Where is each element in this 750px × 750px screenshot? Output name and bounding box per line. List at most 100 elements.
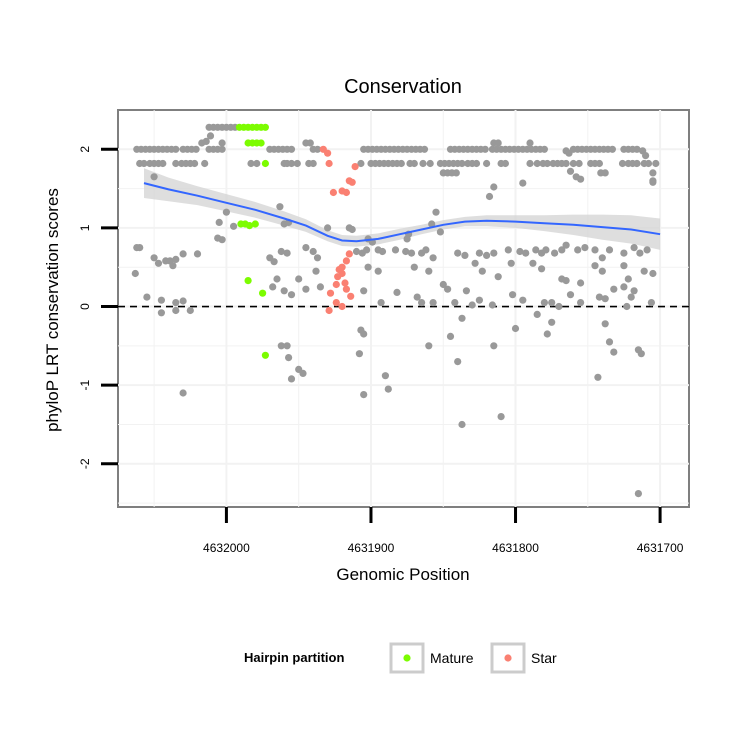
data-point-star: [332, 280, 340, 289]
data-point-star: [338, 269, 346, 278]
data-point-other: [624, 275, 632, 283]
data-point-other: [295, 275, 303, 283]
data-point-other: [610, 348, 618, 356]
data-point-other: [348, 225, 356, 234]
data-point-other: [548, 318, 556, 326]
data-point-other: [565, 149, 573, 157]
data-point-other: [302, 285, 310, 293]
data-point-other: [355, 350, 363, 358]
data-point-other: [649, 269, 657, 278]
data-point-other: [287, 145, 296, 153]
data-point-other: [595, 159, 604, 168]
data-point-other: [501, 159, 509, 168]
data-point-other: [157, 309, 165, 317]
data-point-other: [601, 295, 609, 303]
data-point-other: [418, 299, 426, 307]
data-point-other: [454, 358, 462, 366]
data-point-other: [511, 324, 520, 333]
data-point-other: [381, 372, 389, 380]
data-point-other: [532, 246, 540, 254]
data-point-other: [577, 299, 585, 307]
data-point-other: [454, 249, 462, 257]
data-point-other: [277, 247, 285, 256]
data-point-other: [419, 159, 427, 168]
data-point-star: [347, 292, 355, 300]
data-point-other: [526, 159, 534, 168]
data-point-other: [542, 246, 550, 254]
data-point-other: [526, 139, 534, 147]
data-point-other: [610, 285, 618, 293]
data-point-other: [483, 159, 491, 168]
data-point-other: [516, 247, 524, 256]
data-point-other: [540, 145, 549, 153]
data-point-other: [402, 247, 410, 256]
data-point-other: [630, 244, 638, 252]
confidence-ribbon: [144, 168, 661, 250]
data-point-other: [504, 246, 512, 254]
data-point-other: [634, 346, 643, 354]
legend: Hairpin partition Mature Star: [244, 642, 557, 674]
data-point-other: [472, 159, 481, 168]
data-point-other: [562, 159, 570, 168]
x-tick-label: 4632000: [203, 541, 250, 555]
data-point-mature: [251, 220, 259, 228]
data-point-other: [393, 288, 401, 296]
data-point-other: [458, 159, 466, 168]
data-point-other: [558, 246, 566, 254]
data-point-other: [313, 145, 322, 153]
data-point-other: [384, 385, 392, 393]
data-point-other: [172, 299, 180, 307]
data-point-other: [218, 139, 226, 147]
data-point-other: [218, 145, 226, 153]
data-point-other: [436, 228, 444, 236]
data-point-other: [519, 296, 527, 304]
data-point-other: [490, 249, 498, 257]
data-point-other: [302, 244, 310, 252]
data-point-other: [627, 293, 635, 301]
data-point-other: [364, 263, 372, 271]
data-point-other: [198, 139, 206, 147]
data-point-other: [309, 247, 317, 256]
smooth-line-layer: [143, 182, 661, 243]
data-point-other: [313, 254, 322, 262]
data-point-other: [206, 132, 215, 140]
data-point-other: [230, 222, 238, 230]
data-point-other: [269, 283, 277, 291]
data-point-other: [215, 218, 223, 226]
data-point-other: [601, 169, 609, 177]
data-point-other: [508, 291, 517, 299]
legend-key-star: [490, 642, 526, 674]
data-point-other: [481, 145, 489, 153]
data-point-other: [577, 279, 585, 287]
data-point-other: [458, 420, 466, 429]
data-point-mature: [259, 289, 267, 297]
data-point-other: [293, 159, 301, 168]
data-point-other: [483, 251, 491, 259]
data-point-other: [378, 247, 387, 256]
data-point-other: [522, 249, 530, 257]
data-point-other: [620, 249, 628, 257]
data-point-other: [591, 246, 599, 254]
data-point-other: [562, 241, 570, 249]
data-point-other: [594, 373, 602, 381]
y-tick-label: 1: [78, 224, 92, 231]
data-point-other: [150, 173, 158, 181]
data-point-other: [595, 293, 604, 301]
data-point-other: [538, 265, 546, 273]
data-point-other: [462, 287, 470, 295]
data-point-star: [348, 178, 356, 186]
data-point-other: [407, 249, 416, 257]
data-point-other: [566, 291, 575, 299]
legend-title: Hairpin partition: [244, 650, 344, 665]
data-point-other: [461, 251, 469, 259]
data-point-mature: [261, 159, 269, 168]
data-point-other: [598, 267, 606, 275]
data-point-other: [131, 269, 139, 278]
data-point-other: [410, 263, 418, 271]
data-point-other: [270, 258, 278, 266]
data-point-other: [490, 183, 498, 191]
legend-entry-mature: Mature: [389, 642, 474, 674]
data-point-other: [633, 145, 641, 153]
data-point-other: [283, 249, 291, 257]
data-point-other: [575, 159, 583, 168]
